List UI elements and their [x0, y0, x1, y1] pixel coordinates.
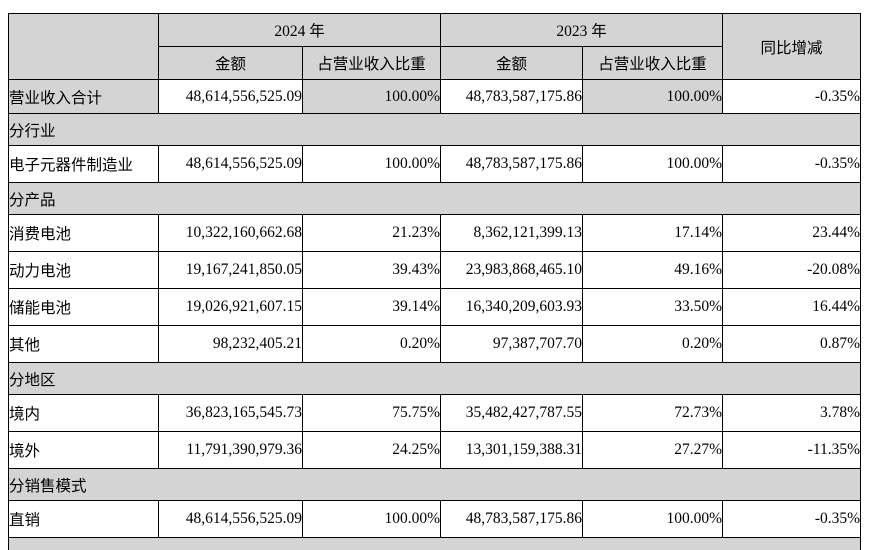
- amount-2023-header: 金额: [440, 46, 584, 80]
- amount-2024-header: 金额: [158, 46, 303, 80]
- amount-2023-cell: 97,387,707.70: [440, 325, 584, 363]
- table-row: 直销 48,614,556,525.09 100.00% 48,783,587,…: [8, 500, 862, 538]
- section-label: 分行业: [7, 113, 862, 146]
- amount-2024-cell: 10,322,160,662.68: [158, 214, 303, 252]
- amount-2023-cell: 13,301,159,388.31: [440, 431, 584, 469]
- row-label: 营业收入合计: [8, 79, 159, 114]
- ratio-2023-cell: 72.73%: [582, 394, 724, 432]
- amount-2024-cell: 98,232,405.21: [158, 325, 303, 363]
- amount-2024-cell: 48,614,556,525.09: [158, 500, 303, 538]
- corner-empty-cell: [8, 13, 159, 80]
- amount-2023-cell: 48,783,587,175.86: [440, 145, 584, 183]
- yoy-cell: -0.35%: [722, 79, 862, 114]
- section-row-region: 分地区: [7, 362, 862, 395]
- ratio-2023-cell: 100.00%: [582, 79, 724, 114]
- yoy-cell: 3.78%: [722, 394, 862, 432]
- row-label: 直销: [8, 500, 159, 538]
- row-label: 电子元器件制造业: [8, 145, 159, 183]
- ratio-2024-header: 占营业收入比重: [301, 46, 442, 80]
- amount-2024-cell: 48,614,556,525.09: [158, 145, 303, 183]
- ratio-2023-cell: 0.20%: [582, 325, 724, 363]
- ratio-2024-cell: 21.23%: [301, 214, 442, 252]
- section-label: 分产品: [7, 182, 862, 215]
- section-label: 分销售模式: [7, 468, 862, 501]
- table-row-total: 营业收入合计 48,614,556,525.09 100.00% 48,783,…: [8, 79, 862, 114]
- section-row-product: 分产品: [7, 182, 862, 215]
- section-label: 分地区: [7, 362, 862, 395]
- amount-2023-cell: 35,482,427,787.55: [440, 394, 584, 432]
- amount-2023-cell: 48,783,587,175.86: [440, 500, 584, 538]
- amount-2023-cell: 8,362,121,399.13: [440, 214, 584, 252]
- ratio-2024-cell: 39.14%: [301, 288, 442, 326]
- yoy-cell: -20.08%: [722, 251, 862, 289]
- amount-2024-cell: 48,614,556,525.09: [158, 79, 303, 114]
- clipped-section-cell: [7, 537, 862, 550]
- yoy-header: 同比增减: [722, 13, 862, 80]
- year-2023-header: 2023 年: [440, 13, 724, 47]
- yoy-cell: 16.44%: [722, 288, 862, 326]
- table-row: 储能电池 19,026,921,607.15 39.14% 16,340,209…: [8, 288, 862, 326]
- row-label: 消费电池: [8, 214, 159, 252]
- table-row: 境外 11,791,390,979.36 24.25% 13,301,159,3…: [8, 431, 862, 469]
- row-label: 储能电池: [8, 288, 159, 326]
- yoy-cell: 23.44%: [722, 214, 862, 252]
- ratio-2023-cell: 27.27%: [582, 431, 724, 469]
- yoy-cell: 0.87%: [722, 325, 862, 363]
- row-label: 境内: [8, 394, 159, 432]
- table-row: 其他 98,232,405.21 0.20% 97,387,707.70 0.2…: [8, 325, 862, 363]
- ratio-2023-cell: 100.00%: [582, 145, 724, 183]
- revenue-breakdown-table: 2024 年 2023 年 同比增减 金额 占营业收入比重 金额 占营业收入比重…: [7, 13, 862, 550]
- amount-2023-cell: 16,340,209,603.93: [440, 288, 584, 326]
- table-row: 境内 36,823,165,545.73 75.75% 35,482,427,7…: [8, 394, 862, 432]
- ratio-2024-cell: 100.00%: [301, 79, 442, 114]
- amount-2024-cell: 36,823,165,545.73: [158, 394, 303, 432]
- ratio-2024-cell: 100.00%: [301, 145, 442, 183]
- ratio-2024-cell: 39.43%: [301, 251, 442, 289]
- ratio-2024-cell: 75.75%: [301, 394, 442, 432]
- table-row: 消费电池 10,322,160,662.68 21.23% 8,362,121,…: [8, 214, 862, 252]
- table-row: 电子元器件制造业 48,614,556,525.09 100.00% 48,78…: [8, 145, 862, 183]
- ratio-2023-header: 占营业收入比重: [582, 46, 724, 80]
- ratio-2024-cell: 24.25%: [301, 431, 442, 469]
- table-row: 动力电池 19,167,241,850.05 39.43% 23,983,868…: [8, 251, 862, 289]
- yoy-cell: -11.35%: [722, 431, 862, 469]
- amount-2024-cell: 19,167,241,850.05: [158, 251, 303, 289]
- amount-2023-cell: 48,783,587,175.86: [440, 79, 584, 114]
- ratio-2024-cell: 100.00%: [301, 500, 442, 538]
- header-row-years: 2024 年 2023 年 同比增减: [8, 13, 862, 80]
- ratio-2023-cell: 100.00%: [582, 500, 724, 538]
- clipped-next-section-row: [7, 537, 862, 550]
- amount-2024-cell: 11,791,390,979.36: [158, 431, 303, 469]
- yoy-cell: -0.35%: [722, 145, 862, 183]
- ratio-2023-cell: 17.14%: [582, 214, 724, 252]
- row-label: 境外: [8, 431, 159, 469]
- header-row-metrics: 金额 占营业收入比重 金额 占营业收入比重: [9, 46, 861, 80]
- ratio-2023-cell: 33.50%: [582, 288, 724, 326]
- amount-2023-cell: 23,983,868,465.10: [440, 251, 584, 289]
- ratio-2023-cell: 49.16%: [582, 251, 724, 289]
- section-row-sales-model: 分销售模式: [7, 468, 862, 501]
- section-row-industry: 分行业: [7, 113, 862, 146]
- row-label: 其他: [8, 325, 159, 363]
- row-label: 动力电池: [8, 251, 159, 289]
- ratio-2024-cell: 0.20%: [301, 325, 442, 363]
- year-2024-header: 2024 年: [157, 13, 442, 47]
- amount-2024-cell: 19,026,921,607.15: [158, 288, 303, 326]
- yoy-cell: -0.35%: [722, 500, 862, 538]
